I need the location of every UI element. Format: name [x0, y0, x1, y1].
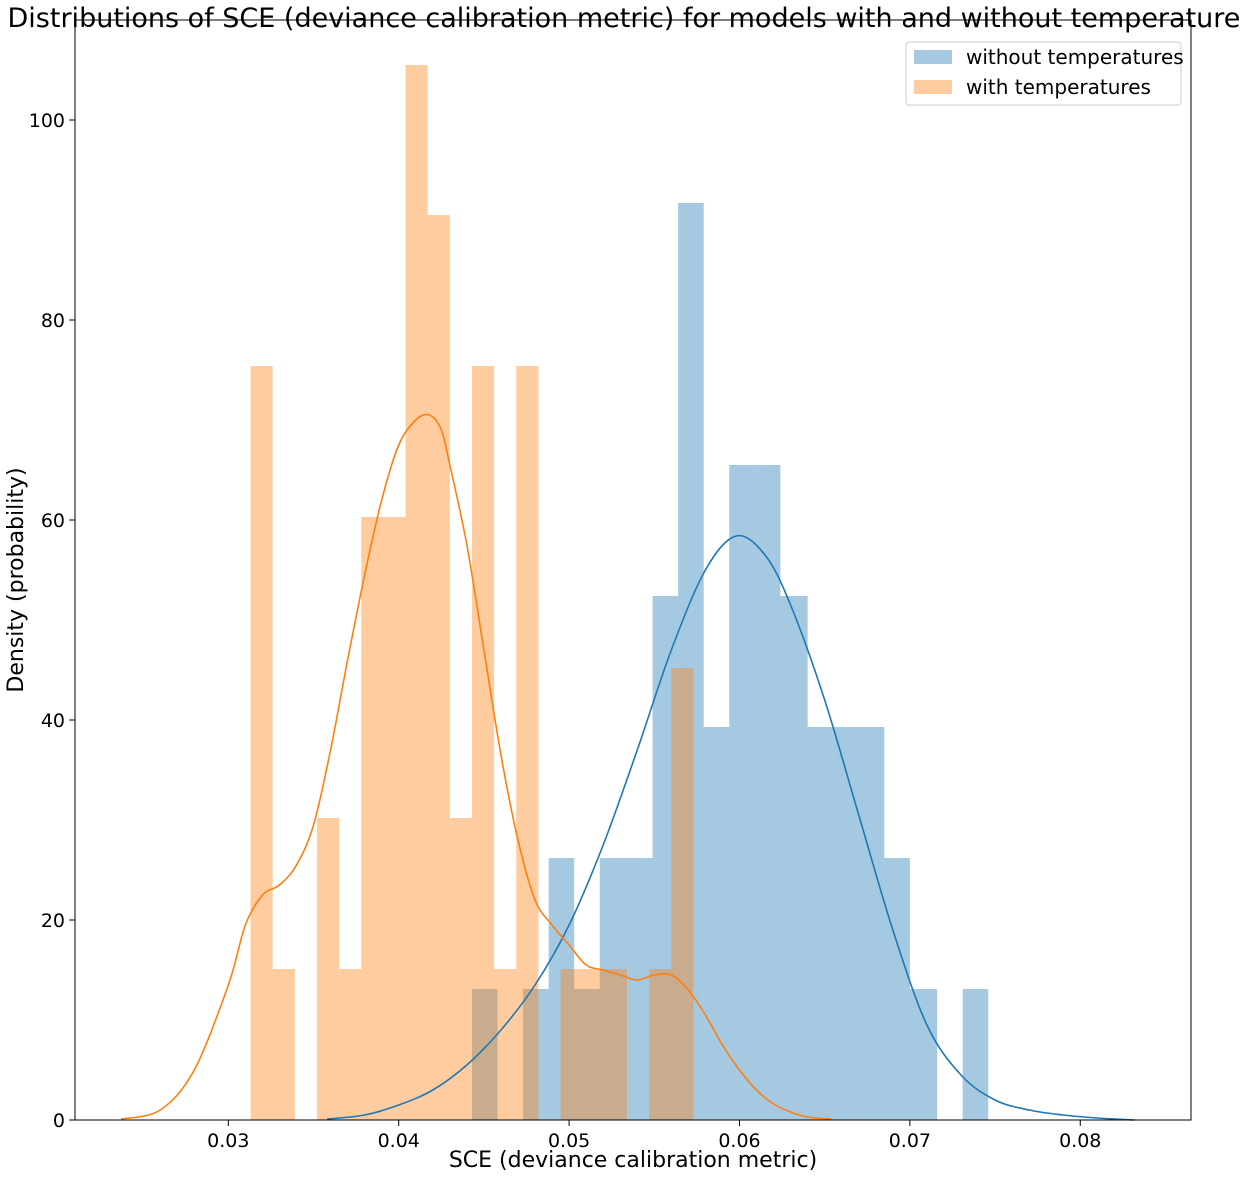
bar-without-temperatures-8 — [703, 727, 730, 1120]
bar-without-temperatures-1 — [523, 989, 549, 1120]
kde-line-without-temperatures — [327, 534, 1135, 1121]
y-tick-label: 60 — [41, 510, 65, 532]
bar-without-temperatures-3 — [574, 989, 600, 1120]
bar-without-temperatures-11 — [780, 596, 808, 1120]
bar-with-temperatures-16 — [671, 668, 694, 1120]
legend-frame — [905, 41, 1182, 106]
bar-without-temperatures-9 — [729, 465, 755, 1120]
x-tick-label: 0.07 — [889, 1130, 931, 1152]
bar-with-temperatures-13 — [582, 969, 605, 1120]
bar-without-temperatures-15 — [884, 858, 910, 1120]
x-tick-label: 0.04 — [378, 1130, 420, 1152]
bar-without-temperatures-13 — [833, 727, 859, 1120]
y-tick-label: 0 — [53, 1110, 65, 1132]
x-tick-label: 0.08 — [1059, 1130, 1101, 1152]
kde-curves — [120, 413, 1135, 1121]
bar-without-temperatures-12 — [807, 727, 834, 1120]
y-tick-label: 40 — [41, 710, 65, 732]
bar-with-temperatures-8 — [449, 818, 472, 1120]
histogram-bars — [250, 65, 989, 1120]
x-tick-label: 0.06 — [718, 1130, 760, 1152]
bar-without-temperatures-14 — [858, 727, 885, 1120]
kde-line-with-temperatures — [120, 413, 832, 1120]
bar-with-temperatures-1 — [272, 969, 295, 1120]
bar-with-temperatures-12 — [560, 969, 583, 1120]
y-axis: 0 20 40 60 80 100 — [29, 110, 75, 1132]
y-tick-label: 20 — [41, 910, 65, 932]
bar-without-temperatures-7 — [678, 203, 704, 1120]
legend: without temperatures with temperatures — [905, 41, 1184, 106]
bar-with-temperatures-15 — [649, 969, 672, 1120]
bar-with-temperatures-5 — [383, 517, 406, 1120]
bar-without-temperatures-6 — [652, 596, 679, 1120]
bar-with-temperatures-6 — [405, 65, 428, 1120]
bar-without-temperatures-2 — [548, 858, 575, 1120]
y-tick-label: 100 — [29, 110, 65, 132]
y-tick-label: 80 — [41, 310, 65, 332]
bar-with-temperatures-7 — [427, 215, 450, 1120]
bar-with-temperatures-10 — [494, 969, 517, 1120]
legend-swatch-with-temperatures — [914, 80, 952, 94]
bar-without-temperatures-5 — [627, 858, 653, 1120]
chart-title: Distributions of SCE (deviance calibrati… — [8, 3, 1241, 34]
bar-without-temperatures-10 — [754, 465, 781, 1120]
bar-with-temperatures-0 — [250, 366, 273, 1120]
legend-swatch-without-temperatures — [914, 50, 952, 64]
y-axis-label: Density (probability) — [4, 467, 29, 692]
bar-without-temperatures-0 — [471, 989, 498, 1120]
bar-with-temperatures-4 — [361, 517, 384, 1120]
bar-with-temperatures-14 — [604, 969, 628, 1120]
bar-with-temperatures-9 — [471, 366, 495, 1120]
legend-label-without-temperatures: without temperatures — [966, 45, 1184, 69]
bar-without-temperatures-17 — [962, 989, 989, 1120]
bar-with-temperatures-2 — [316, 818, 340, 1120]
x-tick-label: 0.05 — [548, 1130, 590, 1152]
plot-frame — [74, 19, 1192, 1121]
bar-without-temperatures-4 — [599, 858, 628, 1120]
bar-without-temperatures-16 — [909, 989, 938, 1120]
bar-with-temperatures-11 — [516, 366, 539, 1120]
x-axis-label: SCE (deviance calibration metric) — [449, 1148, 817, 1173]
x-axis: 0.03 0.04 0.05 0.06 0.07 0.08 — [207, 1120, 1101, 1152]
legend-label-with-temperatures: with temperatures — [966, 75, 1151, 99]
x-tick-label: 0.03 — [207, 1130, 249, 1152]
bar-with-temperatures-3 — [339, 969, 362, 1120]
